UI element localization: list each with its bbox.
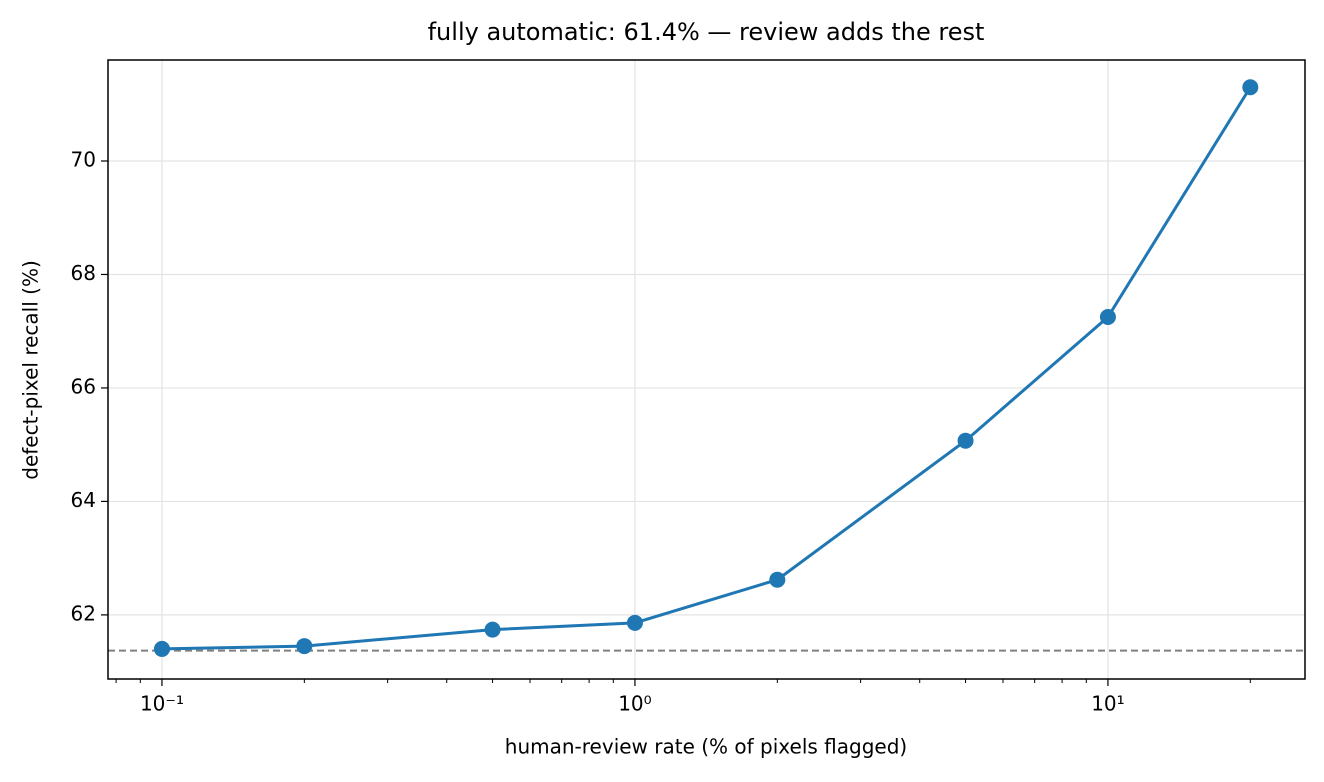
point [296, 638, 313, 655]
point [484, 621, 501, 638]
point [1242, 79, 1259, 96]
point [1099, 309, 1116, 326]
y-tick-label: 66 [71, 374, 96, 398]
line [161, 86, 1252, 651]
plot-frame [107, 59, 1306, 680]
x-tick-label: 10⁻¹ [140, 692, 184, 716]
y-tick-label: 62 [71, 601, 96, 625]
x-axis-label: human-review rate (% of pixels flagged) [505, 735, 907, 759]
point [957, 432, 974, 449]
y-tick-label: 68 [71, 261, 96, 285]
y-tick-label: 70 [71, 147, 96, 171]
chart-title: fully automatic: 61.4% — review adds the… [428, 18, 985, 46]
point [626, 614, 643, 631]
point [769, 571, 786, 588]
y-tick-label: 64 [71, 488, 96, 512]
y-axis-label: defect-pixel recall (%) [19, 260, 43, 480]
x-tick-label: 10⁰ [618, 692, 651, 716]
point [153, 640, 170, 657]
x-tick-label: 10¹ [1091, 692, 1124, 716]
